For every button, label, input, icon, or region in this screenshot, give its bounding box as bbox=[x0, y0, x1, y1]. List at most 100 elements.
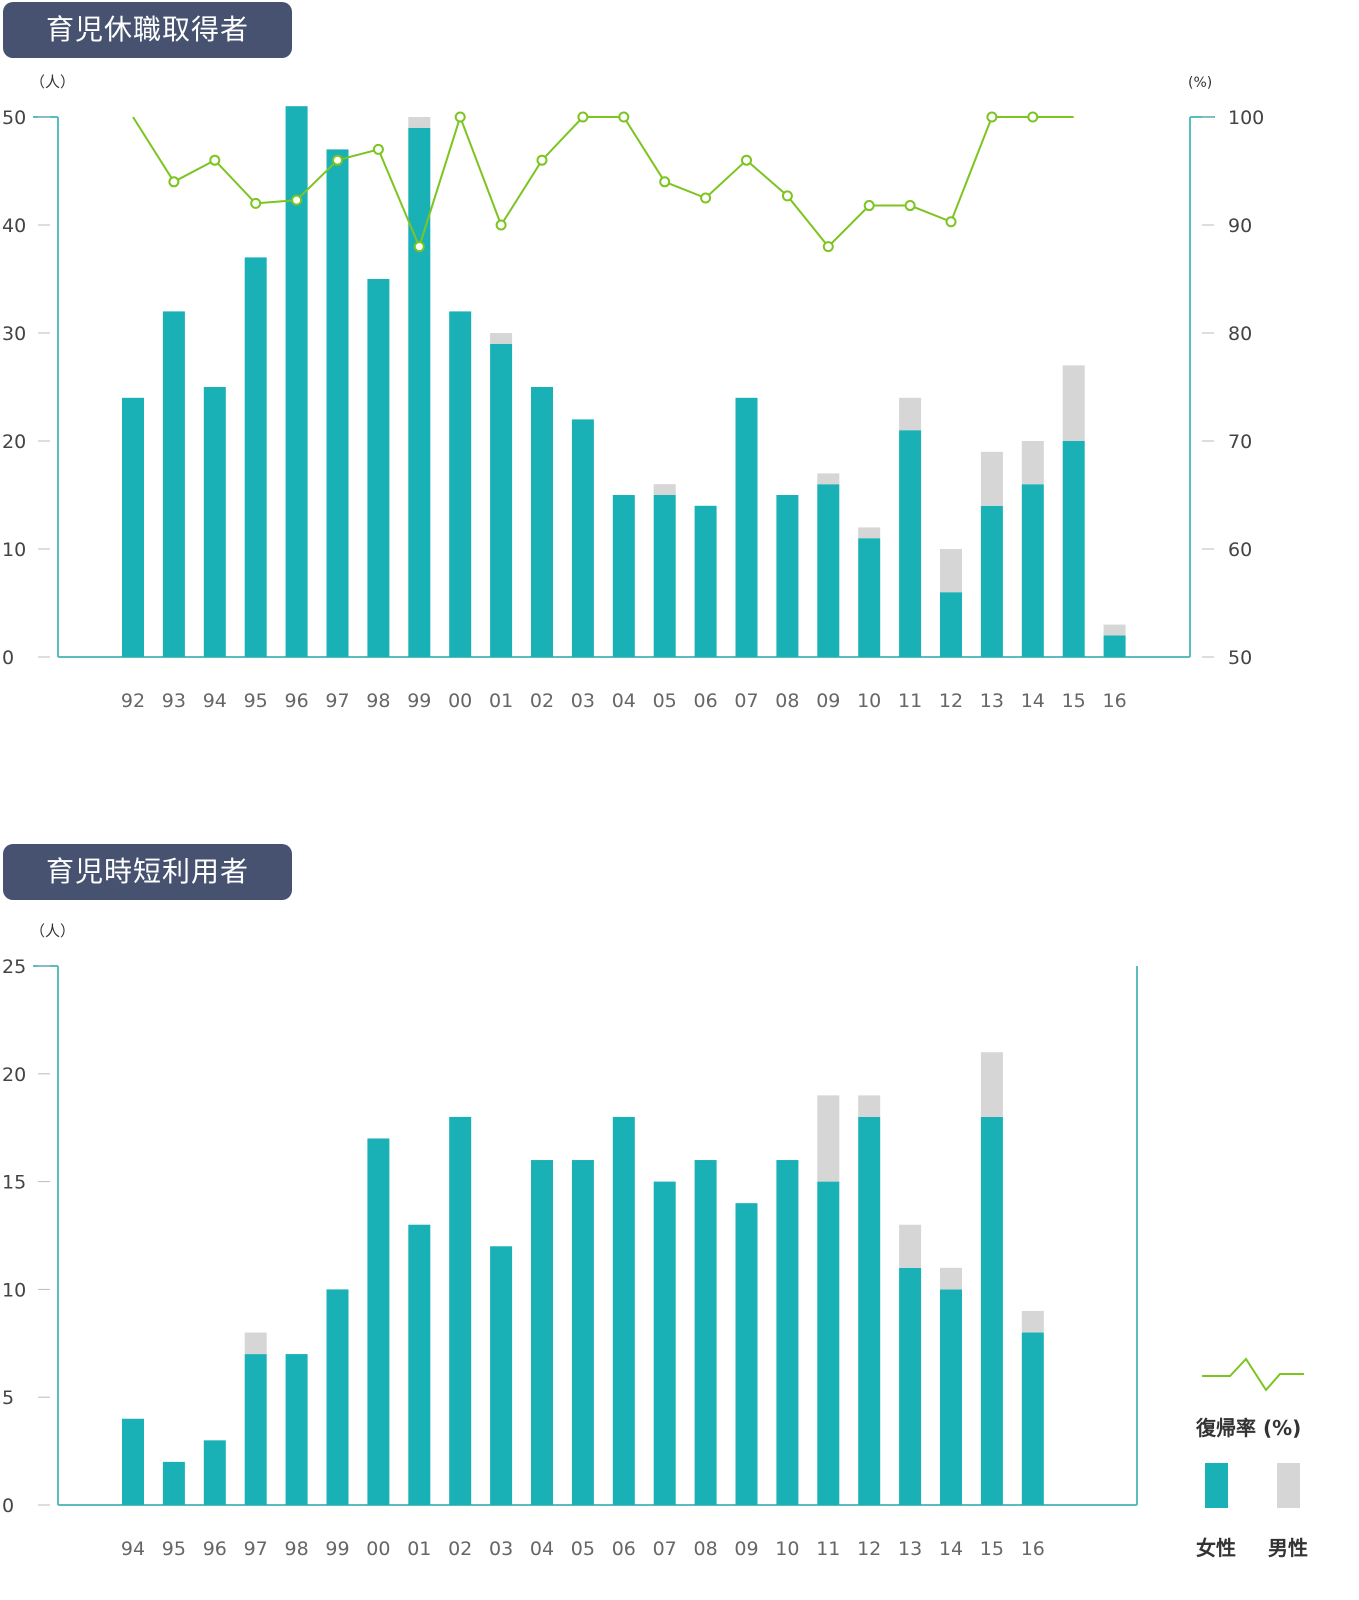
bar-male bbox=[940, 549, 962, 593]
y-tick-label: 15 bbox=[2, 1172, 26, 1194]
y2-tick-label: 50 bbox=[1228, 647, 1252, 669]
y-tick-label: 20 bbox=[2, 431, 26, 453]
x-tick-label: 02 bbox=[530, 690, 554, 712]
bar-male bbox=[858, 527, 881, 539]
x-tick-label: 96 bbox=[285, 690, 309, 712]
male-legend-label: 男性 bbox=[1268, 1536, 1308, 1560]
y-tick-label: 25 bbox=[2, 956, 26, 978]
bar-female bbox=[285, 106, 308, 657]
bar-female bbox=[122, 397, 144, 657]
x-tick-label: 09 bbox=[734, 1538, 758, 1560]
bar-female bbox=[735, 1203, 758, 1505]
chart2-left-unit: （人） bbox=[30, 922, 75, 940]
y2-tick-label: 70 bbox=[1228, 431, 1252, 453]
y-tick-label: 10 bbox=[2, 1279, 26, 1301]
x-tick-label: 97 bbox=[244, 1538, 268, 1560]
x-tick-label: 15 bbox=[980, 1538, 1004, 1560]
y-tick-label: 0 bbox=[2, 647, 14, 669]
return-rate-point bbox=[332, 154, 343, 166]
x-tick-label: 11 bbox=[898, 690, 922, 712]
x-tick-label: 12 bbox=[857, 1538, 881, 1560]
x-tick-label: 98 bbox=[285, 1538, 309, 1560]
bar-male bbox=[653, 484, 676, 495]
x-tick-label: 12 bbox=[939, 690, 963, 712]
x-tick-label: 00 bbox=[366, 1538, 390, 1560]
x-tick-label: 93 bbox=[162, 690, 186, 712]
x-tick-label: 10 bbox=[775, 1538, 799, 1560]
bar-female bbox=[571, 1160, 594, 1505]
return-rate-line bbox=[132, 113, 1074, 250]
bar-male bbox=[817, 473, 840, 485]
bar-male bbox=[244, 1332, 267, 1355]
x-tick-label: 11 bbox=[816, 1538, 840, 1560]
y2-tick-label: 100 bbox=[1228, 107, 1264, 129]
x-tick-label: 07 bbox=[734, 690, 758, 712]
bar-male bbox=[940, 1267, 962, 1290]
y-tick-label: 5 bbox=[2, 1387, 14, 1409]
x-tick-label: 08 bbox=[694, 1538, 718, 1560]
return-rate-point bbox=[577, 111, 589, 123]
bar-female bbox=[694, 505, 717, 657]
bar-male bbox=[858, 1095, 881, 1117]
x-tick-label: 10 bbox=[857, 690, 881, 712]
bar-female bbox=[858, 1116, 881, 1505]
x-tick-label: 01 bbox=[489, 690, 513, 712]
x-tick-label: 98 bbox=[366, 690, 390, 712]
bar-female bbox=[367, 1138, 390, 1505]
y-tick-label: 20 bbox=[2, 1064, 26, 1086]
bar-male bbox=[899, 1224, 922, 1268]
bar-female bbox=[490, 343, 513, 657]
x-tick-label: 02 bbox=[448, 1538, 472, 1560]
bar-female bbox=[244, 1354, 267, 1505]
bar-female bbox=[449, 1116, 472, 1505]
bar-female bbox=[408, 1224, 431, 1505]
y-tick-label: 40 bbox=[2, 215, 26, 237]
return-rate-point bbox=[413, 241, 425, 253]
bar-female bbox=[899, 430, 922, 657]
return-rate-point bbox=[659, 176, 671, 188]
y-tick-label: 30 bbox=[2, 323, 26, 345]
return-rate-point bbox=[372, 143, 384, 155]
bar-female bbox=[490, 1246, 513, 1505]
y-tick-label: 0 bbox=[2, 1495, 14, 1517]
bar-female bbox=[326, 149, 349, 657]
x-tick-label: 07 bbox=[653, 1538, 677, 1560]
x-tick-label: 13 bbox=[898, 1538, 922, 1560]
return-rate-point bbox=[781, 190, 793, 202]
bar-female bbox=[162, 311, 185, 657]
chart1-right-unit: (%) bbox=[1188, 75, 1212, 91]
y2-tick-label: 60 bbox=[1228, 539, 1252, 561]
bar-female bbox=[612, 1116, 635, 1505]
return-rate-point bbox=[741, 154, 752, 166]
legend: 復帰率 (%) 女性 男性 bbox=[1190, 1350, 1320, 1560]
x-tick-label: 92 bbox=[121, 690, 145, 712]
y2-tick-label: 90 bbox=[1228, 215, 1252, 237]
x-tick-label: 99 bbox=[407, 690, 431, 712]
bar-male bbox=[1021, 441, 1044, 485]
return-rate-point bbox=[618, 111, 630, 123]
y-tick-label: 50 bbox=[2, 107, 26, 129]
line-legend-icon bbox=[1202, 1357, 1304, 1392]
bar-female bbox=[980, 505, 1003, 657]
return-rate-point bbox=[700, 192, 712, 204]
return-rate-point bbox=[986, 111, 998, 123]
bar-female bbox=[1062, 441, 1085, 657]
return-rate-point bbox=[495, 219, 507, 231]
bar-female bbox=[1021, 484, 1044, 657]
x-tick-label: 05 bbox=[653, 690, 677, 712]
bar-female bbox=[244, 257, 267, 657]
bar-female bbox=[653, 495, 676, 657]
return-rate-point bbox=[209, 154, 221, 166]
x-tick-label: 05 bbox=[571, 1538, 595, 1560]
bar-female bbox=[694, 1160, 717, 1505]
x-tick-label: 96 bbox=[203, 1538, 227, 1560]
bar-male bbox=[490, 333, 513, 344]
x-tick-label: 06 bbox=[694, 690, 718, 712]
return-rate-point bbox=[863, 200, 875, 212]
bar-female bbox=[776, 1160, 799, 1505]
return-rate-point bbox=[250, 197, 262, 209]
bar-female bbox=[162, 1461, 185, 1505]
x-tick-label: 04 bbox=[530, 1538, 554, 1560]
x-tick-label: 00 bbox=[448, 690, 472, 712]
bar-female bbox=[122, 1418, 144, 1505]
